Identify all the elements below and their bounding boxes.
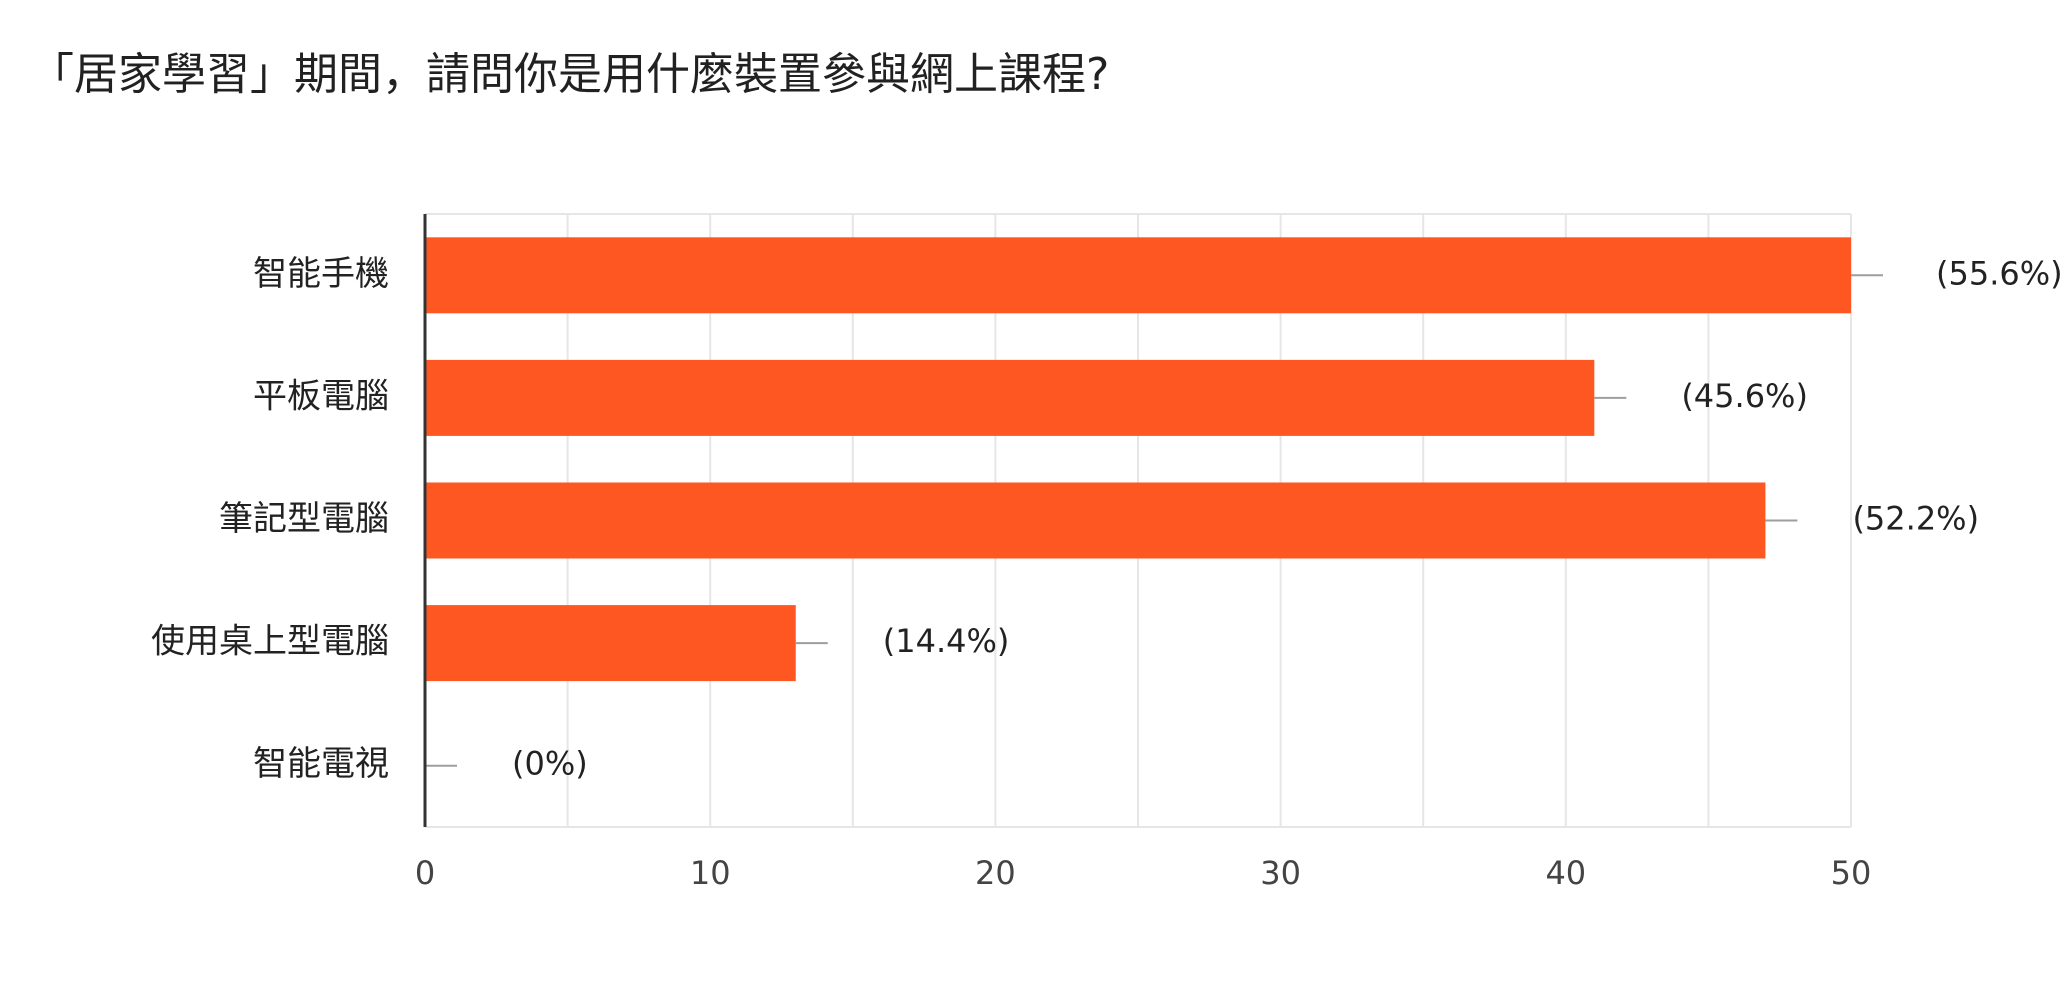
bar [425,237,1851,314]
bar [425,605,796,682]
bar [425,482,1766,559]
x-tick-label: 20 [975,854,1016,892]
x-tick-label: 0 [415,854,435,892]
bars [425,237,1883,767]
data-label: (14.4%) [883,622,1010,660]
category-label: 筆記型電腦 [219,499,389,539]
data-label: (52.2%) [1852,500,1979,538]
data-label: (55.6%) [1936,254,2063,292]
bar [425,359,1595,436]
labels: (55.6%) 智能手機 (45.6%) 平板電腦 (52.2%) 筆記型電腦 (14.4%… [151,254,2063,892]
data-label: (45.6%) [1681,377,1808,415]
category-label: 平板電腦 [253,376,389,416]
x-tick-label: 50 [1831,854,1872,892]
category-label: 智能手機 [253,254,389,294]
x-tick-label: 10 [690,854,731,892]
data-label: (0%) [512,745,588,783]
category-label: 智能電視 [253,744,389,784]
x-tick-label: 40 [1545,854,1586,892]
category-label: 使用桌上型電腦 [151,622,389,662]
x-tick-label: 30 [1260,854,1301,892]
chart-title: 「居家學習」期間，請問你是用什麼裝置參與網上課程? [30,49,1110,100]
